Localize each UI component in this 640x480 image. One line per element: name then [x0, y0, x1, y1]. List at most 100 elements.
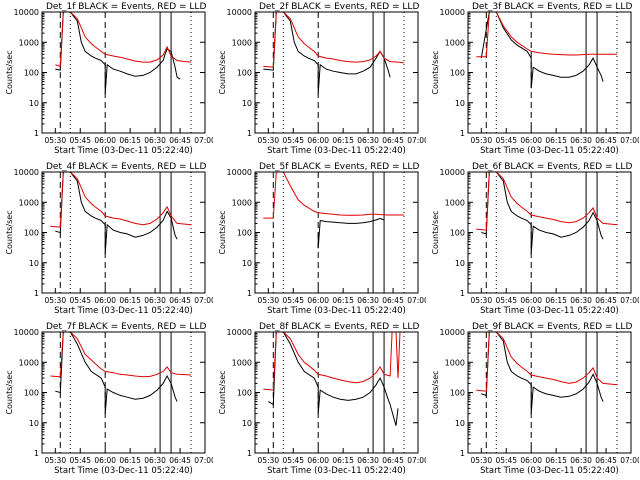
x-tick-label: 05:45 [69, 136, 91, 145]
lld-series-line [476, 331, 618, 392]
x-tick-label: 06:00 [520, 456, 542, 465]
events-series-line [481, 171, 604, 254]
x-axis-label: Start Time (03-Dec-11 05:22:40) [54, 306, 193, 316]
x-tick-label: 05:30 [257, 456, 279, 465]
x-tick-label: 05:30 [470, 456, 492, 465]
lld-series-line [263, 11, 405, 68]
panel-title: Det_1f BLACK = Events, RED = LLD [46, 2, 206, 12]
x-tick-label: 05:30 [470, 136, 492, 145]
x-axis-label: Start Time (03-Dec-11 05:22:40) [480, 466, 619, 476]
lld-series-line [50, 171, 192, 228]
y-tick-label: 100 [24, 69, 39, 78]
y-tick-label: 10000 [14, 168, 39, 177]
panel-title: Det_8f BLACK = Events, RED = LLD [259, 322, 419, 332]
x-tick-label: 05:45 [282, 456, 304, 465]
x-tick-label: 07:00 [194, 136, 213, 145]
y-axis-label: Counts/sec [5, 50, 14, 94]
y-tick-label: 10000 [227, 8, 252, 17]
x-tick-label: 06:30 [357, 296, 379, 305]
x-tick-label: 06:30 [144, 136, 166, 145]
x-tick-label: 06:30 [144, 456, 166, 465]
x-tick-label: 05:30 [44, 136, 66, 145]
x-tick-label: 06:30 [570, 456, 592, 465]
x-tick-label: 07:00 [620, 296, 639, 305]
y-axis-label: Counts/sec [431, 50, 440, 94]
y-tick-label: 1000 [19, 358, 39, 367]
detector-panel-3: Det_3f BLACK = Events, RED = LLD10000100… [431, 2, 639, 156]
x-tick-label: 07:00 [620, 136, 639, 145]
y-tick-label: 1 [460, 449, 465, 458]
panel-title: Det_3f BLACK = Events, RED = LLD [472, 2, 632, 12]
y-tick-label: 100 [237, 69, 252, 78]
y-tick-label: 10000 [440, 168, 465, 177]
x-tick-label: 06:15 [332, 456, 354, 465]
x-tick-label: 05:45 [69, 456, 91, 465]
plot-frame [467, 11, 632, 134]
panel-title: Det_4f BLACK = Events, RED = LLD [46, 162, 206, 172]
panel-title: Det_5f BLACK = Events, RED = LLD [259, 162, 419, 172]
x-tick-label: 06:45 [169, 456, 191, 465]
y-tick-label: 1 [34, 129, 39, 138]
y-axis-label: Counts/sec [431, 370, 440, 414]
y-tick-label: 10 [455, 259, 465, 268]
x-tick-label: 05:45 [495, 136, 517, 145]
panel-title: Det_9f BLACK = Events, RED = LLD [472, 322, 632, 332]
detector-panel-4: Det_4f BLACK = Events, RED = LLD 10000 100… [5, 162, 213, 316]
x-tick-label: 07:00 [407, 136, 426, 145]
x-tick-label: 05:45 [495, 456, 517, 465]
x-tick-label: 06:00 [520, 296, 542, 305]
x-tick-label: 06:15 [332, 136, 354, 145]
x-tick-label: 06:45 [169, 296, 191, 305]
x-tick-label: 06:45 [382, 296, 404, 305]
x-tick-label: 07:00 [194, 456, 213, 465]
x-tick-label: 06:15 [545, 456, 567, 465]
detector-panel-2: Det_2f BLACK = Events, RED = LLD10000100… [218, 2, 426, 156]
y-tick-label: 100 [237, 389, 252, 398]
y-tick-label: 1000 [445, 38, 465, 47]
x-tick-label: 06:15 [119, 136, 141, 145]
y-tick-label: 10 [455, 99, 465, 108]
panel-title: Det_6f BLACK = Events, RED = LLD [472, 162, 632, 172]
detector-panel-1: Det_1f BLACK = Events, RED = LLD10000100… [5, 2, 213, 156]
y-tick-label: 100 [24, 229, 39, 238]
x-tick-label: 07:00 [194, 296, 213, 305]
x-tick-label: 05:45 [282, 296, 304, 305]
plot-frame [254, 171, 419, 294]
y-tick-label: 10 [455, 419, 465, 428]
y-tick-label: 10000 [227, 168, 252, 177]
x-tick-label: 06:00 [94, 296, 116, 305]
y-tick-label: 1 [247, 289, 252, 298]
events-series-line [263, 11, 391, 94]
y-axis-label: Counts/sec [218, 50, 227, 94]
x-tick-label: 05:45 [495, 296, 517, 305]
events-series-line [480, 11, 604, 89]
y-tick-label: 1000 [445, 358, 465, 367]
x-tick-label: 06:30 [357, 456, 379, 465]
detector-panel-6: Det_6f BLACK = Events, RED = LLD 10000 10 0… [431, 162, 639, 316]
y-tick-label: 1 [460, 289, 465, 298]
y-tick-label: 100 [237, 229, 252, 238]
events-series-line [481, 331, 604, 414]
x-tick-label: 06:00 [94, 456, 116, 465]
x-tick-label: 06:15 [119, 456, 141, 465]
x-axis-label: Start Time (03-Dec-11 05:22:40) [480, 306, 619, 316]
y-tick-label: 100 [24, 389, 39, 398]
y-tick-label: 10000 [440, 8, 465, 17]
x-tick-label: 06:15 [119, 296, 141, 305]
lld-series-line [263, 171, 404, 219]
x-tick-label: 05:30 [257, 296, 279, 305]
y-tick-label: 10 [29, 419, 39, 428]
x-tick-label: 06:45 [169, 136, 191, 145]
x-tick-label: 06:15 [545, 296, 567, 305]
x-tick-label: 05:30 [44, 456, 66, 465]
x-tick-label: 06:00 [307, 136, 329, 145]
x-tick-label: 07:00 [620, 456, 639, 465]
x-tick-label: 05:45 [69, 296, 91, 305]
x-tick-label: 05:45 [282, 136, 304, 145]
x-tick-label: 06:45 [595, 136, 617, 145]
plot-frame [41, 331, 206, 454]
x-tick-label: 06:30 [570, 136, 592, 145]
detector-panel-8: Det_8f BLACK = Events, RED = LLD10000100… [218, 322, 426, 476]
x-tick-label: 05:30 [257, 136, 279, 145]
y-tick-label: 1000 [232, 198, 252, 207]
